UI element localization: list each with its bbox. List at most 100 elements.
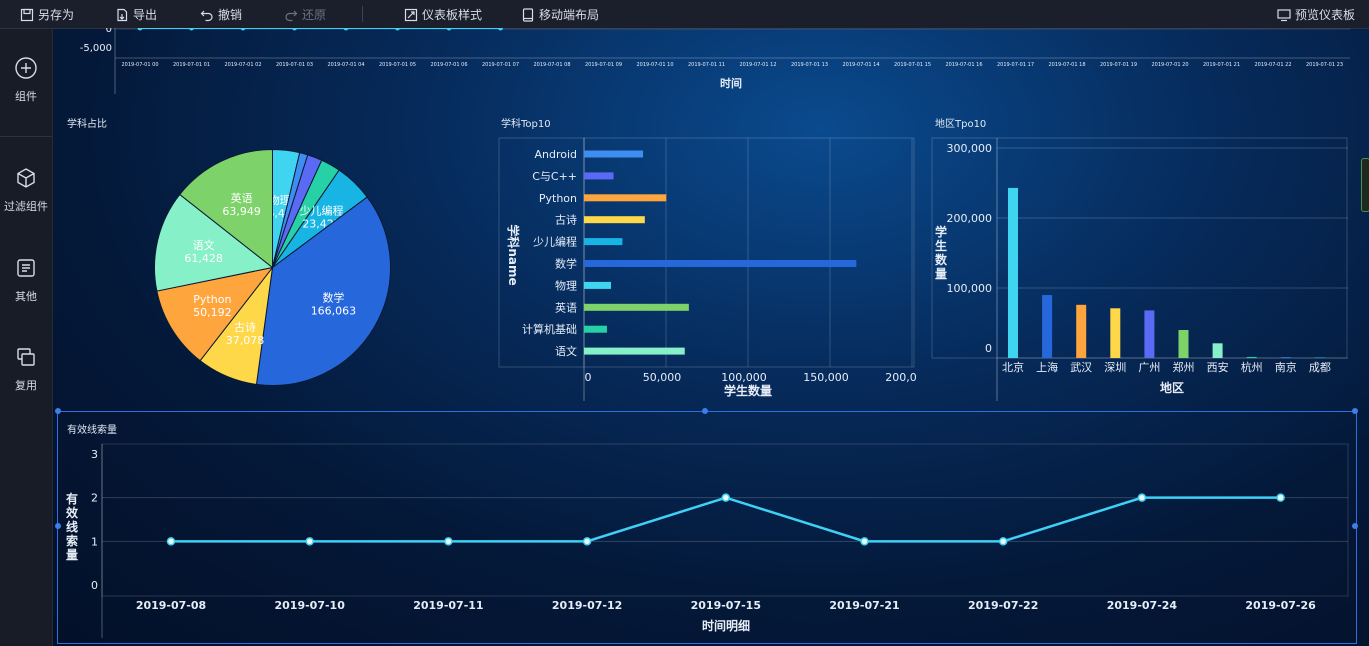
sidebar-item-reuse[interactable]: 复用 [0, 345, 52, 393]
copy-icon [17, 348, 35, 366]
bar [584, 150, 644, 158]
redo-button[interactable]: 还原 [284, 6, 326, 23]
y-axis-title: 有 [66, 491, 78, 506]
x-tick-label: 2019-07-21 [829, 599, 899, 612]
data-point [343, 28, 349, 31]
y-tick-label: C与C++ [532, 170, 577, 183]
slice-label: 古诗 [234, 320, 256, 334]
x-tick-label: 100,000 [721, 371, 767, 384]
preview-dashboard-button[interactable]: 预览仪表板 [1277, 6, 1355, 23]
cube-icon [17, 168, 35, 188]
resize-handle[interactable] [702, 408, 708, 414]
y-tick-label: Android [534, 148, 577, 161]
sidebar-item-label: 组件 [15, 90, 37, 103]
x-tick-label: 杭州 [1241, 360, 1263, 374]
export-icon [117, 8, 128, 21]
x-tick-label: 2019-07-15 [691, 599, 761, 612]
x-tick-label: 2019-07-11 [413, 599, 483, 612]
dashboard-style-label: 仪表板样式 [422, 8, 483, 22]
data-point [166, 537, 176, 546]
sidebar-item-label: 过滤组件 [4, 200, 48, 213]
slice-value-label: 50,192 [193, 306, 232, 319]
bar [584, 347, 685, 355]
x-tick-label: 2019-07-01 20 [1151, 62, 1188, 68]
plus-circle-icon [15, 57, 37, 79]
resize-handle[interactable] [1352, 408, 1358, 414]
x-tick-label: 郑州 [1173, 360, 1195, 374]
redo-label: 还原 [302, 8, 327, 22]
x-axis-title: 时间明细 [702, 618, 750, 633]
x-tick-label: 2019-07-01 03 [276, 62, 313, 68]
slice-label: 物理 [269, 193, 291, 207]
redo-icon [285, 10, 298, 21]
series-line [171, 496, 1281, 543]
data-point [444, 537, 453, 546]
sidebar-item-filter-components[interactable]: 过滤组件 [0, 166, 52, 214]
x-tick-label: 2019-07-01 22 [1254, 62, 1291, 68]
x-tick-label: 2019-07-01 19 [1100, 62, 1137, 68]
slice-label: 语文 [193, 238, 215, 252]
subject-top10-bar-chart[interactable]: 0 50,000 100,000 150,000 200,000 Android C与C++… [497, 133, 917, 401]
y-tick-label: 语文 [555, 344, 577, 358]
plot-frame [101, 443, 1349, 597]
x-tick-label: 50,000 [643, 371, 682, 384]
save-as-label: 另存为 [38, 8, 75, 22]
x-tick-label: 2019-07-01 07 [482, 62, 519, 68]
data-point [498, 28, 503, 31]
y-axis-title: 学科name [506, 224, 521, 285]
y-axis-title: 效 [66, 505, 79, 520]
save-as-button[interactable]: 另存为 [20, 6, 74, 23]
data-point [1137, 493, 1147, 502]
x-tick-label: 2019-07-08 [136, 599, 206, 612]
x-tick-label: 北京 [1002, 360, 1024, 374]
slice-value-label: 61,428 [184, 252, 223, 265]
y-axis-title: 线 [66, 519, 78, 534]
data-point [240, 28, 246, 31]
y-tick-label: 物理 [555, 278, 577, 292]
sidebar-item-other[interactable]: 其他 [0, 256, 52, 304]
bar [584, 303, 689, 311]
x-axis-title: 时间 [720, 76, 742, 90]
x-tick-label: 2019-07-01 18 [1048, 62, 1085, 68]
resize-handle[interactable] [55, 523, 61, 529]
resize-handle[interactable] [55, 408, 61, 414]
sidebar-divider [0, 136, 52, 137]
x-tick-label: 2019-07-01 08 [533, 62, 570, 68]
x-tick-label: 2019-07-01 13 [791, 62, 828, 68]
dashboard-style-button[interactable]: 仪表板样式 [404, 6, 482, 23]
sidebar-item-components[interactable]: 组件 [0, 56, 52, 104]
y-tick-label: 200,000 [947, 212, 993, 225]
x-tick-label: 2019-07-01 05 [379, 62, 416, 68]
data-point [582, 537, 592, 546]
x-tick-label: 2019-07-01 04 [327, 62, 364, 68]
y-tick-label: 英语 [555, 300, 577, 314]
x-tick-label: 2019-07-01 15 [894, 62, 931, 68]
region-top10-title: 地区Tpo10 [935, 119, 987, 130]
save-icon [20, 8, 34, 21]
region-top10-bar-chart[interactable]: 0 100,000 200,000 300,000 北京 上海 武汉 深圳 广州 郑州 西安 杭州 南京… [930, 133, 1350, 401]
y-tick-label: 0 [91, 579, 98, 592]
bar [1314, 357, 1325, 358]
mobile-layout-button[interactable]: 移动端布局 [521, 6, 599, 23]
resize-handle[interactable] [1352, 523, 1358, 529]
undo-button[interactable]: 撤销 [200, 6, 242, 23]
slice-value-label: 63,949 [222, 205, 260, 218]
y-axis-title: 数 [935, 252, 948, 267]
data-point [860, 537, 869, 546]
y-tick-label: 2 [91, 492, 98, 505]
x-tick-label: 2019-07-10 [275, 599, 346, 612]
y-tick-label: 少儿编程 [533, 235, 577, 249]
leads-chart-title: 有效线索量 [67, 425, 117, 436]
bar [1280, 357, 1291, 358]
x-tick-label: 广州 [1138, 361, 1160, 374]
scrollbar-thumb[interactable] [1361, 158, 1369, 212]
x-tick-label: 2019-07-01 11 [688, 62, 725, 68]
bar [1212, 343, 1223, 358]
bar [584, 238, 623, 246]
ytick-label: -5,000 [80, 43, 112, 54]
export-button[interactable]: 导出 [115, 6, 157, 23]
bar [584, 325, 607, 333]
leads-line-chart[interactable]: 0 1 2 3 2019-07-08 2019-07-10 2019-07-11 2019-0… [60, 440, 1350, 640]
x-tick-label: 0 [585, 371, 592, 384]
